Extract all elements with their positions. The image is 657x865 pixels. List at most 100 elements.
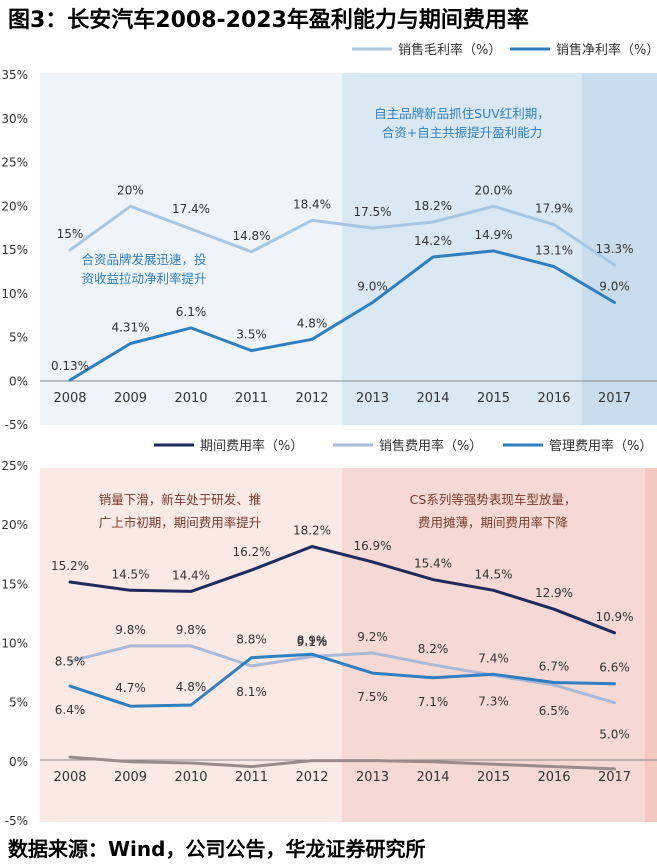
x-tick-label: 2014 xyxy=(416,770,449,785)
data-labels: 15.2% 14.5% 14.4% 16.2% 18.2% 16.9% 15.4% 14.5%… xyxy=(51,523,634,741)
series-line-1 xyxy=(68,249,616,382)
y-tick-label: 35% xyxy=(1,68,28,82)
y-tick-label: -5% xyxy=(5,418,28,432)
data-label: 10.9% xyxy=(595,610,633,624)
data-label: 4.31% xyxy=(111,321,149,335)
x-tick-label: 2015 xyxy=(477,770,510,785)
y-tick-label: 0% xyxy=(9,755,28,769)
y-tick-label: 20% xyxy=(1,518,28,532)
data-label: 7.3% xyxy=(478,694,509,708)
annotation-cs-series-line-2: 费用摊薄，期间费用率下降 xyxy=(418,515,569,530)
figure-source: 数据来源：Wind，公司公告，华龙证券研究所 xyxy=(8,837,426,861)
y-tick-label: 20% xyxy=(1,199,28,213)
annotation-sales-decline-line-2: 广上市初期，期间费用率提升 xyxy=(99,515,262,530)
data-label: 7.4% xyxy=(478,651,509,665)
x-tick-label: 2017 xyxy=(598,770,631,785)
data-label: 8.9% xyxy=(297,634,328,648)
data-label: 6.7% xyxy=(539,660,570,674)
data-label: 13.1% xyxy=(535,244,573,258)
data-label: 9.8% xyxy=(176,623,207,637)
x-tick-label: 2016 xyxy=(537,770,570,785)
x-tick-label: 2008 xyxy=(53,770,86,785)
series-line-0 xyxy=(68,204,616,267)
data-label: 7.1% xyxy=(418,695,449,709)
data-label: 6.1% xyxy=(176,305,207,319)
y-tick-label: 10% xyxy=(1,637,28,651)
data-label: 18.2% xyxy=(414,199,452,213)
data-label: 14.5% xyxy=(474,567,512,581)
data-label: 15% xyxy=(57,227,84,241)
data-label: 14.5% xyxy=(111,567,149,581)
data-label: 8.8% xyxy=(236,633,267,647)
data-label: 9.0% xyxy=(599,280,630,294)
data-label: 6.5% xyxy=(539,704,570,718)
data-label: 16.2% xyxy=(232,545,270,559)
data-label: 16.9% xyxy=(353,539,391,553)
legend-label-sales-expense: 销售费用率（%） xyxy=(379,438,482,454)
expense-ratio-chart: 25% 20% 15% 10% 5% 0% -5% 2008 2009 2010 2011 2012… xyxy=(1,438,657,828)
x-tick-label: 2014 xyxy=(416,391,449,406)
plot-background-recent xyxy=(645,468,657,822)
data-label: 4.8% xyxy=(176,680,207,694)
x-tick-label: 2011 xyxy=(235,391,268,406)
y-tick-label: 5% xyxy=(9,331,28,345)
data-label: 12.9% xyxy=(535,586,573,600)
y-tick-label: 25% xyxy=(1,156,28,170)
y-tick-label: 15% xyxy=(1,577,28,591)
series-line-1 xyxy=(68,644,616,705)
data-label: 17.9% xyxy=(535,202,573,216)
annotation-suv-line-2: 合资+自主共振提升盈利能力 xyxy=(382,125,542,140)
y-tick-label: 0% xyxy=(9,374,28,388)
y-tick-label: 25% xyxy=(1,459,28,473)
figure-title: 图3：长安汽车2008-2023年盈利能力与期间费用率 xyxy=(8,8,529,33)
legend-label-net-margin: 销售净利率（%） xyxy=(556,42,657,58)
annotation-cs-series-line-1: CS系列等强势表现车型放量， xyxy=(410,492,577,507)
data-label: 7.5% xyxy=(357,690,388,704)
y-tick-label: 10% xyxy=(1,287,28,301)
legend: 期间费用率（%） 销售费用率（%） 管理费用率（%） xyxy=(154,438,652,454)
data-label: 4.7% xyxy=(115,681,146,695)
data-label: 14.2% xyxy=(414,234,452,248)
annotation-jv-line-1: 合资品牌发展迅速，投 xyxy=(81,252,206,267)
data-label: 6.4% xyxy=(55,703,86,717)
data-label: 14.8% xyxy=(232,229,270,243)
series-lines xyxy=(68,545,616,771)
x-tick-label: 2017 xyxy=(598,391,631,406)
series-line-2 xyxy=(68,652,616,708)
series-lines xyxy=(68,204,616,382)
x-tick-label: 2015 xyxy=(477,391,510,406)
series-line-0 xyxy=(68,545,616,635)
annotation-suv-line-1: 自主品牌新品抓住SUV红利期， xyxy=(374,106,550,121)
data-label: 20% xyxy=(117,183,144,197)
y-tick-label: 15% xyxy=(1,243,28,257)
data-label: 6.6% xyxy=(599,661,630,675)
x-tick-label: 2013 xyxy=(356,770,389,785)
data-label: 9.0% xyxy=(357,280,388,294)
data-label: 13.3% xyxy=(595,242,633,256)
data-label: 8.2% xyxy=(418,642,449,656)
x-tick-label: 2012 xyxy=(295,391,328,406)
y-tick-label: 30% xyxy=(1,112,28,126)
annotation-sales-decline-line-1: 销量下滑，新车处于研发、推 xyxy=(99,492,262,507)
profitability-chart: 35% 30% 25% 20% 15% 10% 5% 0% -5% 2008 2009 2010 20… xyxy=(1,42,657,432)
legend: 销售毛利率（%） 销售净利率（%） xyxy=(352,42,657,58)
data-label: 4.8% xyxy=(297,316,328,330)
legend-label-admin-expense: 管理费用率（%） xyxy=(549,438,652,454)
data-label: 17.4% xyxy=(172,202,210,216)
data-label: 0.13% xyxy=(51,359,89,373)
legend-label-period-expense: 期间费用率（%） xyxy=(200,438,303,454)
y-tick-label: -5% xyxy=(5,814,28,828)
x-tick-label: 2009 xyxy=(114,391,147,406)
data-label: 9.2% xyxy=(357,630,388,644)
x-tick-label: 2010 xyxy=(174,391,207,406)
x-tick-label: 2013 xyxy=(356,391,389,406)
plot-background-growth xyxy=(342,73,582,425)
data-label: 18.4% xyxy=(293,197,331,211)
data-label: 8.5% xyxy=(55,654,86,668)
x-tick-label: 2008 xyxy=(53,391,86,406)
legend-label-gross-margin: 销售毛利率（%） xyxy=(398,42,501,58)
data-label: 18.2% xyxy=(293,523,331,537)
data-label: 14.9% xyxy=(474,228,512,242)
x-tick-label: 2011 xyxy=(235,770,268,785)
series-line-3 xyxy=(68,755,616,771)
